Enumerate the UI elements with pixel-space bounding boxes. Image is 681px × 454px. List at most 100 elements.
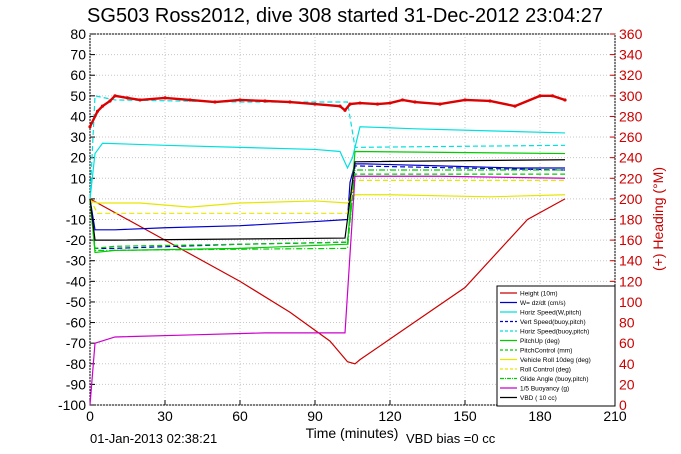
y-right-tick-label: 240	[619, 150, 643, 166]
y-right-tick-label: 160	[619, 232, 643, 248]
chart-title: SG503 Ross2012, dive 308 started 31-Dec-…	[87, 5, 603, 27]
series-line-9	[89, 169, 565, 252]
heading-point	[313, 102, 317, 106]
heading-point	[163, 96, 167, 100]
y-tick-label: 10	[70, 170, 86, 186]
y-tick-label: 70	[70, 47, 86, 63]
heading-point	[375, 102, 380, 106]
heading-point	[343, 108, 347, 112]
y-right-tick-label: 140	[619, 253, 643, 269]
heading-point	[438, 102, 442, 106]
y-right-tick-label: 340	[619, 47, 643, 63]
y-right-tick-label: 20	[619, 376, 635, 392]
legend-item: Height (10m)	[520, 290, 558, 297]
y-right-tick-label: 220	[619, 170, 643, 186]
y-tick-label: -40	[66, 273, 86, 289]
y-tick-label: 50	[70, 88, 86, 104]
heading-series	[88, 94, 567, 129]
y-tick-label: -80	[66, 356, 86, 372]
heading-point	[388, 101, 392, 105]
y-tick-label: -30	[66, 253, 86, 269]
legend-item: PitchControl (mm)	[520, 347, 572, 354]
x-tick-label: 150	[453, 408, 477, 424]
y-right-tick-label: 200	[619, 191, 643, 207]
y-right-tick-label: 180	[619, 212, 643, 228]
heading-point	[348, 102, 352, 106]
legend-item: 1/5 Buoyancy (g)	[520, 385, 569, 392]
y-tick-label: 0	[78, 191, 86, 207]
y-axis-right: 0 20 40 60 80 100 120 140 160 180 200 220 240 260 280 3…	[610, 26, 643, 413]
heading-point	[400, 98, 405, 102]
legend-item: Horiz Speed(buoy,pitch)	[520, 328, 589, 335]
x-tick-label: 30	[157, 408, 173, 424]
y-tick-label: -90	[66, 376, 86, 392]
heading-point	[213, 100, 217, 104]
legend-item: Roll Control (deg)	[520, 366, 571, 373]
y-right-tick-label: 100	[619, 294, 643, 310]
heading-point	[413, 100, 417, 104]
legend-item: Glide Angle (buoy,pitch)	[520, 376, 589, 383]
y-right-tick-label: 260	[619, 129, 643, 145]
series-line-5	[89, 150, 566, 254]
x-tick-label: 60	[232, 408, 248, 424]
heading-point	[488, 99, 492, 103]
legend-item: VBD ( 10 cc)	[520, 395, 557, 402]
y-right-tick-label: 300	[619, 88, 643, 104]
heading-point	[88, 125, 92, 129]
y-tick-label: 30	[70, 129, 86, 145]
series-line-8	[89, 179, 565, 214]
y-right-tick-label: 80	[619, 315, 635, 331]
heading-point	[358, 101, 362, 105]
y-right-tick-label: 360	[619, 26, 643, 42]
heading-point	[95, 109, 100, 113]
legend-item: Vert Speed(buoy,pitch)	[520, 319, 586, 326]
heading-point	[563, 98, 567, 102]
y-right-tick-label: 0	[619, 397, 627, 413]
y-tick-label: -70	[66, 335, 86, 351]
y-right-tick-label: 320	[619, 67, 643, 83]
y-tick-label: -100	[58, 397, 86, 413]
heading-point	[288, 100, 292, 104]
legend: Height (10m) W= dz/dt (cm/s) Horiz Speed(W…	[496, 285, 616, 407]
y-right-tick-label: 40	[619, 356, 635, 372]
x-tick-label: 0	[86, 408, 94, 424]
heading-point	[100, 104, 105, 108]
heading-point	[108, 99, 112, 103]
y-tick-label: -60	[66, 315, 86, 331]
legend-item: W= dz/dt (cm/s)	[520, 300, 566, 307]
y-right-tick-label: 120	[619, 273, 643, 289]
footer-vbd-bias: VBD bias =0 cc	[406, 431, 496, 446]
y-tick-label: 60	[70, 67, 86, 83]
x-tick-label: 210	[603, 408, 627, 424]
y-tick-label: 80	[70, 26, 86, 42]
y-tick-label: 40	[70, 108, 86, 124]
heading-point	[513, 104, 517, 108]
heading-point	[113, 94, 117, 98]
series-line-7	[89, 194, 566, 208]
footer-timestamp: 01-Jan-2013 02:38:21	[90, 431, 217, 446]
y-right-tick-label: 280	[619, 108, 643, 124]
x-tick-label: 90	[307, 408, 323, 424]
series-line-11	[89, 159, 566, 241]
legend-item: Horiz Speed(W,pitch)	[520, 309, 581, 316]
y-tick-label: 20	[70, 150, 86, 166]
y-axis-left: -100-90-80-70-60-50-40-30-20-10010203040…	[58, 26, 95, 413]
heading-point	[550, 94, 555, 98]
heading-point	[125, 96, 130, 100]
legend-item: PitchUp (deg)	[520, 338, 560, 345]
legend-box	[496, 285, 616, 407]
series-line-0	[89, 198, 566, 365]
x-axis-label: Time (minutes)	[306, 425, 399, 441]
y-tick-label: -10	[66, 212, 86, 228]
y-axis-right-label: (+) Heading (°M)	[650, 167, 666, 271]
y-right-tick-label: 60	[619, 335, 635, 351]
heading-point	[188, 98, 192, 102]
heading-point	[538, 94, 542, 98]
legend-item: Vehicle Roll 10deg (deg)	[520, 357, 591, 364]
heading-point	[238, 98, 242, 102]
x-tick-label: 180	[528, 408, 552, 424]
heading-point	[338, 104, 342, 108]
series-line-2	[89, 126, 566, 199]
series-line-4	[89, 95, 566, 199]
